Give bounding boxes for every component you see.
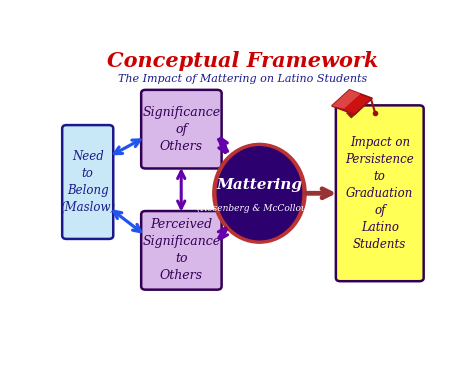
Text: Perceived
Significance
to
Others: Perceived Significance to Others	[142, 219, 220, 282]
Polygon shape	[346, 107, 360, 118]
FancyBboxPatch shape	[141, 90, 222, 168]
Text: Significance
of
Others: Significance of Others	[142, 106, 220, 153]
Ellipse shape	[217, 147, 301, 240]
Text: Need
to
Belong
(Maslow): Need to Belong (Maslow)	[60, 150, 115, 214]
FancyBboxPatch shape	[62, 125, 113, 239]
FancyBboxPatch shape	[336, 105, 424, 281]
FancyBboxPatch shape	[141, 211, 222, 290]
Ellipse shape	[213, 143, 306, 243]
Text: The Impact of Mattering on Latino Students: The Impact of Mattering on Latino Studen…	[118, 74, 367, 83]
Text: Mattering: Mattering	[217, 178, 302, 192]
Text: Impact on
Persistence
to
Graduation
of
Latino
Students: Impact on Persistence to Graduation of L…	[346, 136, 414, 251]
Polygon shape	[332, 90, 372, 114]
Polygon shape	[332, 90, 360, 109]
Text: Conceptual Framework: Conceptual Framework	[107, 51, 379, 71]
Text: (Rosenberg & McCollough): (Rosenberg & McCollough)	[197, 204, 322, 213]
